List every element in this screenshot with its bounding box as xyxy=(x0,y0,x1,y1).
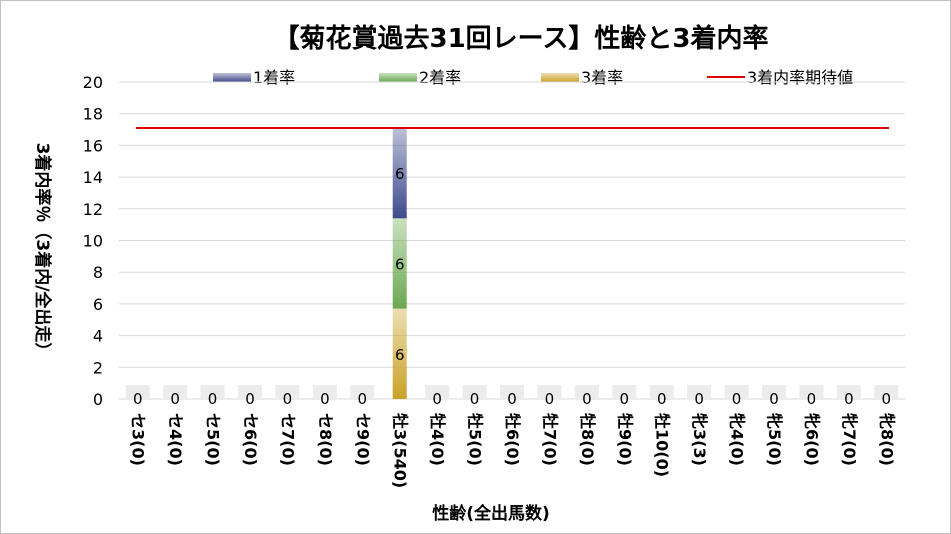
x-tick-label: セ4(0) xyxy=(166,413,185,466)
x-tick-label: 牝7(0) xyxy=(840,413,859,466)
legend-swatch xyxy=(541,73,579,82)
y-tick-label: 2 xyxy=(93,358,103,377)
legend-swatch xyxy=(213,73,251,82)
zero-bar-bg xyxy=(724,385,749,399)
zero-data-label: 0 xyxy=(582,390,592,408)
x-tick-label: セ8(0) xyxy=(316,413,335,466)
zero-bar-bg xyxy=(238,385,262,399)
zero-data-label: 0 xyxy=(245,390,255,408)
x-tick-label: 牡10(0) xyxy=(653,413,672,477)
zero-data-label: 0 xyxy=(657,390,667,408)
bar-segment-2着率 xyxy=(392,218,407,309)
x-tick-label: セ5(0) xyxy=(204,413,223,466)
zero-bar-bg xyxy=(537,385,562,399)
legend-swatch xyxy=(379,73,417,82)
zero-bar-bg xyxy=(275,385,300,399)
zero-bar-bg xyxy=(462,385,487,399)
zero-bar-bg xyxy=(836,385,861,399)
zero-bar-bg xyxy=(687,385,712,399)
x-tick-label: 牝8(0) xyxy=(877,413,896,466)
zero-bar-bg xyxy=(200,385,225,399)
zero-data-label: 0 xyxy=(545,390,555,408)
y-tick-label: 4 xyxy=(93,327,103,346)
y-tick-label: 6 xyxy=(93,295,103,314)
x-tick-label: 牝4(0) xyxy=(728,413,747,466)
zero-bar-bg xyxy=(649,385,674,399)
zero-bar-bg xyxy=(762,385,786,399)
zero-bar-bg xyxy=(163,385,188,399)
x-tick-label: セ9(0) xyxy=(353,413,372,466)
zero-bar-bg xyxy=(612,385,637,399)
y-axis-title: 3着内率％（3着内/全出走） xyxy=(32,143,53,360)
zero-data-label: 0 xyxy=(283,390,293,408)
legend-entry: 1着率 xyxy=(253,68,295,87)
zero-data-label: 0 xyxy=(470,390,480,408)
legend-entry: 3着率 xyxy=(581,68,623,87)
x-tick-label: 牡3(540) xyxy=(391,413,410,488)
x-tick-label: 牝3(3) xyxy=(690,413,709,466)
zero-data-label: 0 xyxy=(769,390,779,408)
y-tick-label: 20 xyxy=(83,73,103,92)
zero-data-label: 0 xyxy=(620,390,630,408)
bar-data-label: 6 xyxy=(395,165,405,183)
zero-data-label: 0 xyxy=(844,390,854,408)
x-tick-label: 牝5(0) xyxy=(765,413,784,466)
y-tick-label: 12 xyxy=(83,200,103,219)
x-tick-label: 牡4(0) xyxy=(428,413,447,466)
zero-data-label: 0 xyxy=(358,390,368,408)
zero-bar-bg xyxy=(425,385,450,399)
zero-bar-bg xyxy=(799,385,824,399)
legend-entry: 3着内率期待値 xyxy=(747,68,853,87)
zero-data-label: 0 xyxy=(432,390,442,408)
zero-bar-bg xyxy=(350,385,375,399)
x-tick-label: 牡8(0) xyxy=(578,413,597,466)
zero-data-label: 0 xyxy=(170,390,180,408)
zero-bar-bg xyxy=(874,385,899,399)
x-tick-label: セ6(0) xyxy=(241,413,260,466)
grid xyxy=(119,81,905,400)
zero-bar-bg xyxy=(574,385,599,399)
x-tick-label: 牡5(0) xyxy=(466,413,485,466)
zero-data-label: 0 xyxy=(507,390,517,408)
y-tick-label: 10 xyxy=(83,232,103,251)
zero-data-label: 0 xyxy=(320,390,330,408)
x-axis-title: 性齢(全出馬数) xyxy=(432,503,550,524)
y-tick-label: 14 xyxy=(83,168,103,187)
legend-entry: 2着率 xyxy=(419,68,461,87)
legend: 1着率 2着率 3着率 3着内率期待値 xyxy=(213,68,853,87)
x-tick-label: 牡9(0) xyxy=(615,413,634,466)
zero-data-label: 0 xyxy=(694,390,704,408)
bar-data-label: 6 xyxy=(395,346,405,364)
zero-data-label: 0 xyxy=(882,390,892,408)
y-tick-label: 8 xyxy=(93,263,103,282)
y-tick-label: 16 xyxy=(83,136,103,155)
zero-data-label: 0 xyxy=(732,390,742,408)
bar-segment-3着率 xyxy=(392,308,407,399)
x-tick-label: 牡6(0) xyxy=(503,413,522,466)
zero-data-label: 0 xyxy=(807,390,817,408)
x-tick-label: セ3(0) xyxy=(129,413,148,466)
y-tick-label: 0 xyxy=(93,390,103,409)
bar-data-label: 6 xyxy=(395,255,405,273)
zero-bar-bg xyxy=(125,385,150,399)
zero-data-label: 0 xyxy=(133,390,143,408)
chart-title: 【菊花賞過去31回レース】性齢と3着内率 xyxy=(274,23,769,54)
bar-segment-1着率 xyxy=(392,127,407,219)
zero-data-label: 0 xyxy=(208,390,218,408)
zero-bar-bg xyxy=(500,385,524,399)
bars: 0 0 0 0 0 0 0 6 6 6 0 0 0 0 0 0 0 0 0 0 0 0 0 xyxy=(125,127,899,408)
zero-bar-bg xyxy=(312,385,337,399)
x-tick-label: 牝6(0) xyxy=(802,413,821,466)
x-tick-label: セ7(0) xyxy=(278,413,297,466)
y-tick-label: 18 xyxy=(83,105,103,124)
y-axis: 0 2 4 6 8 10 12 14 16 18 20 xyxy=(83,73,103,409)
x-tick-label: 牡7(0) xyxy=(540,413,559,466)
x-axis: セ3(0) セ4(0) セ5(0) セ6(0) セ7(0) セ8(0) セ9(0) 牡3(54… xyxy=(129,413,897,488)
